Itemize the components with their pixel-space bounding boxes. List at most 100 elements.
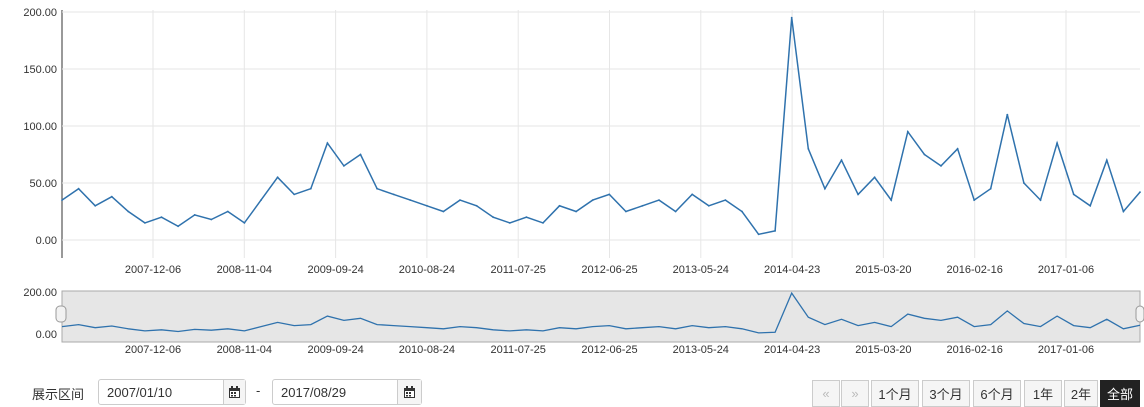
range-button-6m[interactable]: 6个月: [973, 380, 1021, 407]
navigator-x-tick-label: 2008-11-04: [217, 344, 272, 356]
double-right-arrow-icon[interactable]: »: [841, 380, 869, 407]
y-tick-label: 150.00: [23, 64, 57, 76]
data-point: [426, 204, 428, 207]
data-point: [940, 165, 942, 167]
range-button-2y[interactable]: 2年: [1064, 380, 1098, 407]
end-date-field[interactable]: [272, 379, 422, 405]
data-point: [508, 222, 511, 224]
navigator-right-handle[interactable]: [1135, 305, 1144, 323]
data-point: [127, 210, 130, 213]
navigator-x-tick-label: 2012-06-25: [581, 344, 637, 356]
data-point: [1006, 113, 1009, 116]
data-point: [276, 176, 279, 179]
navigator-x-tick-label: 2009-09-24: [307, 344, 363, 356]
data-point: [243, 222, 246, 224]
x-tick-label: 2016-02-16: [947, 264, 1003, 276]
data-point: [890, 199, 893, 202]
y-tick-label: 100.00: [23, 121, 57, 133]
date-separator: -: [256, 383, 261, 398]
navigator-y-tick-label: 200.00: [23, 287, 57, 299]
data-point: [608, 193, 611, 196]
data-point: [193, 214, 196, 216]
data-point: [906, 130, 909, 133]
navigator-x-tick-label: 2015-03-20: [855, 344, 911, 356]
navigator-left-handle[interactable]: [55, 305, 67, 323]
navigator-plot: [61, 291, 1141, 334]
data-point: [392, 193, 395, 196]
data-point: [1105, 159, 1108, 162]
data-point: [343, 165, 345, 167]
data-point: [542, 222, 544, 224]
data-point: [774, 230, 776, 232]
data-point: [309, 187, 312, 190]
data-point: [1139, 191, 1141, 194]
main-plot: [61, 16, 1141, 236]
data-point: [94, 204, 97, 207]
y-tick-label: 200.00: [23, 7, 57, 19]
range-button-1m[interactable]: 1个月: [871, 380, 919, 407]
calendar-icon[interactable]: [397, 380, 421, 404]
main-x-axis: 2007-12-06 2008-11-04 2009-09-24 2010-08-24…: [125, 264, 1094, 276]
data-point: [442, 210, 445, 213]
data-point: [923, 153, 926, 156]
data-point: [757, 233, 760, 236]
data-point: [591, 199, 594, 202]
data-point: [459, 199, 461, 202]
navigator-x-tick-label: 2017-01-06: [1038, 344, 1094, 356]
data-point: [110, 195, 113, 198]
data-point: [1122, 210, 1125, 213]
data-point: [857, 193, 859, 196]
start-date-input[interactable]: [99, 380, 223, 404]
x-tick-label: 2010-08-24: [399, 264, 455, 276]
navigator-x-tick-label: 2007-12-06: [125, 344, 181, 356]
data-point: [475, 204, 478, 207]
data-point: [1056, 142, 1058, 145]
calendar-icon[interactable]: [223, 380, 245, 404]
data-point: [956, 147, 959, 150]
data-point: [641, 204, 644, 207]
x-tick-label: 2017-01-06: [1038, 264, 1094, 276]
data-point: [260, 199, 262, 202]
data-point: [376, 187, 378, 190]
data-point: [824, 187, 826, 190]
x-tick-label: 2008-11-04: [217, 264, 272, 276]
start-date-field[interactable]: [98, 379, 246, 405]
range-button-1y[interactable]: 1年: [1024, 380, 1062, 407]
range-button-all[interactable]: 全部: [1100, 380, 1140, 407]
x-tick-label: 2007-12-06: [125, 264, 181, 276]
data-point: [1072, 193, 1075, 196]
data-point: [741, 210, 743, 213]
navigator-x-tick-label: 2010-08-24: [399, 344, 455, 356]
x-tick-label: 2012-06-25: [581, 264, 637, 276]
navigator-window[interactable]: [61, 290, 1141, 343]
data-point: [575, 210, 577, 213]
navigator-x-tick-label: 2014-04-23: [764, 344, 820, 356]
main-y-axis: 200.00 150.00 100.00 50.00 0.00: [23, 7, 57, 247]
x-tick-label: 2014-04-23: [764, 264, 820, 276]
navigator-y-axis: 200.00 0.00: [23, 287, 57, 341]
data-point: [226, 210, 229, 213]
end-date-input[interactable]: [273, 380, 397, 404]
data-point: [873, 176, 876, 179]
data-point: [409, 199, 412, 202]
data-point: [625, 210, 627, 213]
series-line: [61, 17, 1141, 236]
data-point: [658, 199, 660, 202]
data-point: [492, 216, 495, 219]
data-point: [790, 16, 793, 19]
data-point: [293, 193, 296, 196]
double-left-arrow-icon[interactable]: «: [812, 380, 840, 407]
x-tick-label: 2009-09-24: [307, 264, 363, 276]
y-tick-label: 50.00: [29, 178, 57, 190]
data-point: [210, 218, 213, 221]
data-point: [973, 199, 976, 202]
data-point: [840, 159, 843, 162]
x-tick-label: 2011-07-25: [490, 264, 545, 276]
data-point: [989, 187, 992, 190]
data-point: [707, 204, 710, 207]
data-point: [160, 216, 163, 219]
data-point: [61, 199, 63, 202]
navigator-x-tick-label: 2016-02-16: [947, 344, 1003, 356]
range-button-3m[interactable]: 3个月: [922, 380, 970, 407]
